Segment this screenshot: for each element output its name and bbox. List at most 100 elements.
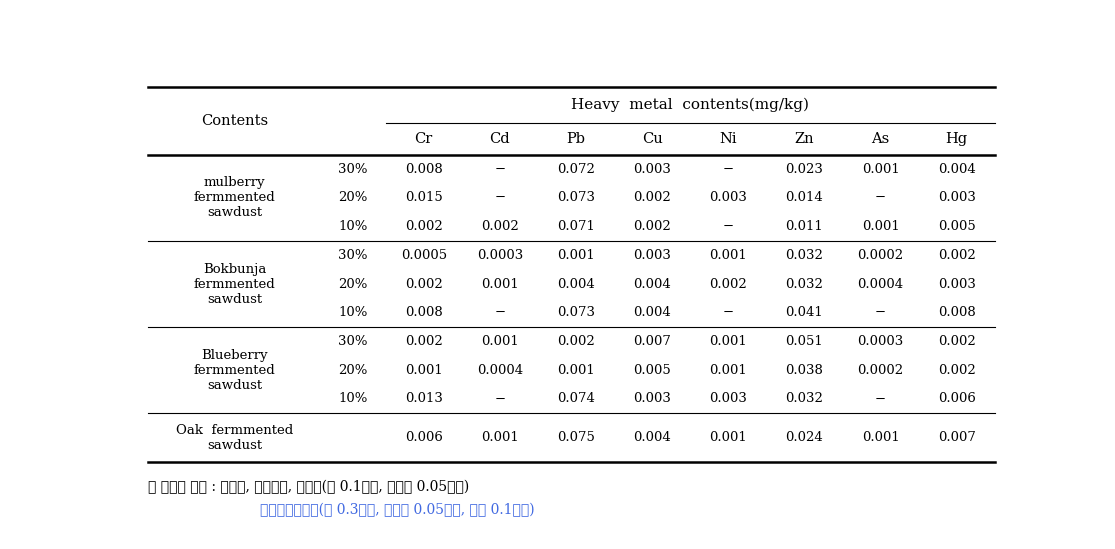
Text: Contents: Contents xyxy=(201,114,268,128)
Text: 0.0004: 0.0004 xyxy=(857,277,903,290)
Text: 0.001: 0.001 xyxy=(481,277,518,290)
Text: ※ 중금속 기준 : 소고기, 돼지고기, 과일류(납 0.1이하, 카드미 0.05이하): ※ 중금속 기준 : 소고기, 돼지고기, 과일류(납 0.1이하, 카드미 0… xyxy=(148,480,469,495)
Text: 0.007: 0.007 xyxy=(633,335,671,348)
Text: 20%: 20% xyxy=(339,191,368,204)
Text: 30%: 30% xyxy=(339,335,368,348)
Text: 0.006: 0.006 xyxy=(405,431,443,444)
Text: 0.002: 0.002 xyxy=(938,364,976,377)
Text: 0.015: 0.015 xyxy=(405,191,443,204)
Text: 0.003: 0.003 xyxy=(633,163,671,176)
Text: 10%: 10% xyxy=(339,220,368,233)
Text: 10%: 10% xyxy=(339,393,368,406)
Text: 0.006: 0.006 xyxy=(938,393,976,406)
Text: 0.0005: 0.0005 xyxy=(400,249,447,262)
Text: 0.002: 0.002 xyxy=(405,277,443,290)
Text: 흰점박이꽃무지(납 0.3이하, 카드미 0.05이하, 비소 0.1이하): 흰점박이꽃무지(납 0.3이하, 카드미 0.05이하, 비소 0.1이하) xyxy=(261,503,535,518)
Text: 0.002: 0.002 xyxy=(633,191,671,204)
Text: 0.001: 0.001 xyxy=(709,431,747,444)
Text: Zn: Zn xyxy=(795,132,814,146)
Text: Ni: Ni xyxy=(719,132,737,146)
Text: 0.002: 0.002 xyxy=(405,335,443,348)
Text: 0.075: 0.075 xyxy=(558,431,595,444)
Text: Pb: Pb xyxy=(566,132,585,146)
Text: Cr: Cr xyxy=(415,132,433,146)
Text: 0.002: 0.002 xyxy=(405,220,443,233)
Text: 0.032: 0.032 xyxy=(786,393,823,406)
Text: 0.038: 0.038 xyxy=(786,364,823,377)
Text: 0.032: 0.032 xyxy=(786,277,823,290)
Text: 0.073: 0.073 xyxy=(558,191,595,204)
Text: 0.003: 0.003 xyxy=(709,393,747,406)
Text: 0.002: 0.002 xyxy=(709,277,747,290)
Text: 30%: 30% xyxy=(339,249,368,262)
Text: 0.002: 0.002 xyxy=(481,220,518,233)
Text: 0.0004: 0.0004 xyxy=(477,364,523,377)
Text: −: − xyxy=(494,163,505,176)
Text: Oak  fermmented
sawdust: Oak fermmented sawdust xyxy=(176,424,293,452)
Text: 0.002: 0.002 xyxy=(633,220,671,233)
Text: 0.008: 0.008 xyxy=(405,163,443,176)
Text: 0.003: 0.003 xyxy=(633,393,671,406)
Text: 0.008: 0.008 xyxy=(938,306,976,320)
Text: 20%: 20% xyxy=(339,277,368,290)
Text: 0.002: 0.002 xyxy=(558,335,595,348)
Text: As: As xyxy=(872,132,890,146)
Text: 10%: 10% xyxy=(339,306,368,320)
Text: Blueberry
fermmented
sawdust: Blueberry fermmented sawdust xyxy=(194,349,275,392)
Text: 0.001: 0.001 xyxy=(709,364,747,377)
Text: 0.001: 0.001 xyxy=(709,335,747,348)
Text: −: − xyxy=(494,393,505,406)
Text: −: − xyxy=(875,191,886,204)
Text: −: − xyxy=(875,306,886,320)
Text: 0.051: 0.051 xyxy=(786,335,823,348)
Text: 0.002: 0.002 xyxy=(938,335,976,348)
Text: 0.0003: 0.0003 xyxy=(477,249,523,262)
Text: 0.004: 0.004 xyxy=(558,277,595,290)
Text: Hg: Hg xyxy=(946,132,968,146)
Text: −: − xyxy=(723,306,734,320)
Text: 0.001: 0.001 xyxy=(481,431,518,444)
Text: 0.004: 0.004 xyxy=(633,306,671,320)
Text: 0.0003: 0.0003 xyxy=(857,335,904,348)
Text: 0.041: 0.041 xyxy=(786,306,823,320)
Text: 0.013: 0.013 xyxy=(405,393,443,406)
Text: 0.074: 0.074 xyxy=(558,393,595,406)
Text: mulberry
fermmented
sawdust: mulberry fermmented sawdust xyxy=(194,176,275,219)
Text: 30%: 30% xyxy=(339,163,368,176)
Text: −: − xyxy=(494,306,505,320)
Text: 0.004: 0.004 xyxy=(938,163,976,176)
Text: −: − xyxy=(494,191,505,204)
Text: 0.003: 0.003 xyxy=(938,277,976,290)
Text: 0.024: 0.024 xyxy=(786,431,823,444)
Text: Cd: Cd xyxy=(489,132,511,146)
Text: 0.005: 0.005 xyxy=(938,220,976,233)
Text: 0.032: 0.032 xyxy=(786,249,823,262)
Text: 0.073: 0.073 xyxy=(558,306,595,320)
Text: 0.072: 0.072 xyxy=(558,163,595,176)
Text: 0.007: 0.007 xyxy=(938,431,976,444)
Text: 0.0002: 0.0002 xyxy=(857,249,903,262)
Text: 0.071: 0.071 xyxy=(558,220,595,233)
Text: 0.001: 0.001 xyxy=(481,335,518,348)
Text: 0.0002: 0.0002 xyxy=(857,364,903,377)
Text: Cu: Cu xyxy=(642,132,662,146)
Text: 0.008: 0.008 xyxy=(405,306,443,320)
Text: Bokbunja
fermmented
sawdust: Bokbunja fermmented sawdust xyxy=(194,262,275,305)
Text: −: − xyxy=(723,163,734,176)
Text: 0.003: 0.003 xyxy=(938,191,976,204)
Text: 0.001: 0.001 xyxy=(862,431,900,444)
Text: 0.001: 0.001 xyxy=(405,364,443,377)
Text: 0.002: 0.002 xyxy=(938,249,976,262)
Text: 0.011: 0.011 xyxy=(786,220,823,233)
Text: 0.023: 0.023 xyxy=(786,163,823,176)
Text: −: − xyxy=(875,393,886,406)
Text: −: − xyxy=(723,220,734,233)
Text: 0.005: 0.005 xyxy=(633,364,671,377)
Text: 0.004: 0.004 xyxy=(633,277,671,290)
Text: 0.014: 0.014 xyxy=(786,191,823,204)
Text: 0.001: 0.001 xyxy=(709,249,747,262)
Text: Heavy  metal  contents(mg/kg): Heavy metal contents(mg/kg) xyxy=(571,98,809,112)
Text: 0.001: 0.001 xyxy=(862,163,900,176)
Text: 0.003: 0.003 xyxy=(633,249,671,262)
Text: 0.001: 0.001 xyxy=(862,220,900,233)
